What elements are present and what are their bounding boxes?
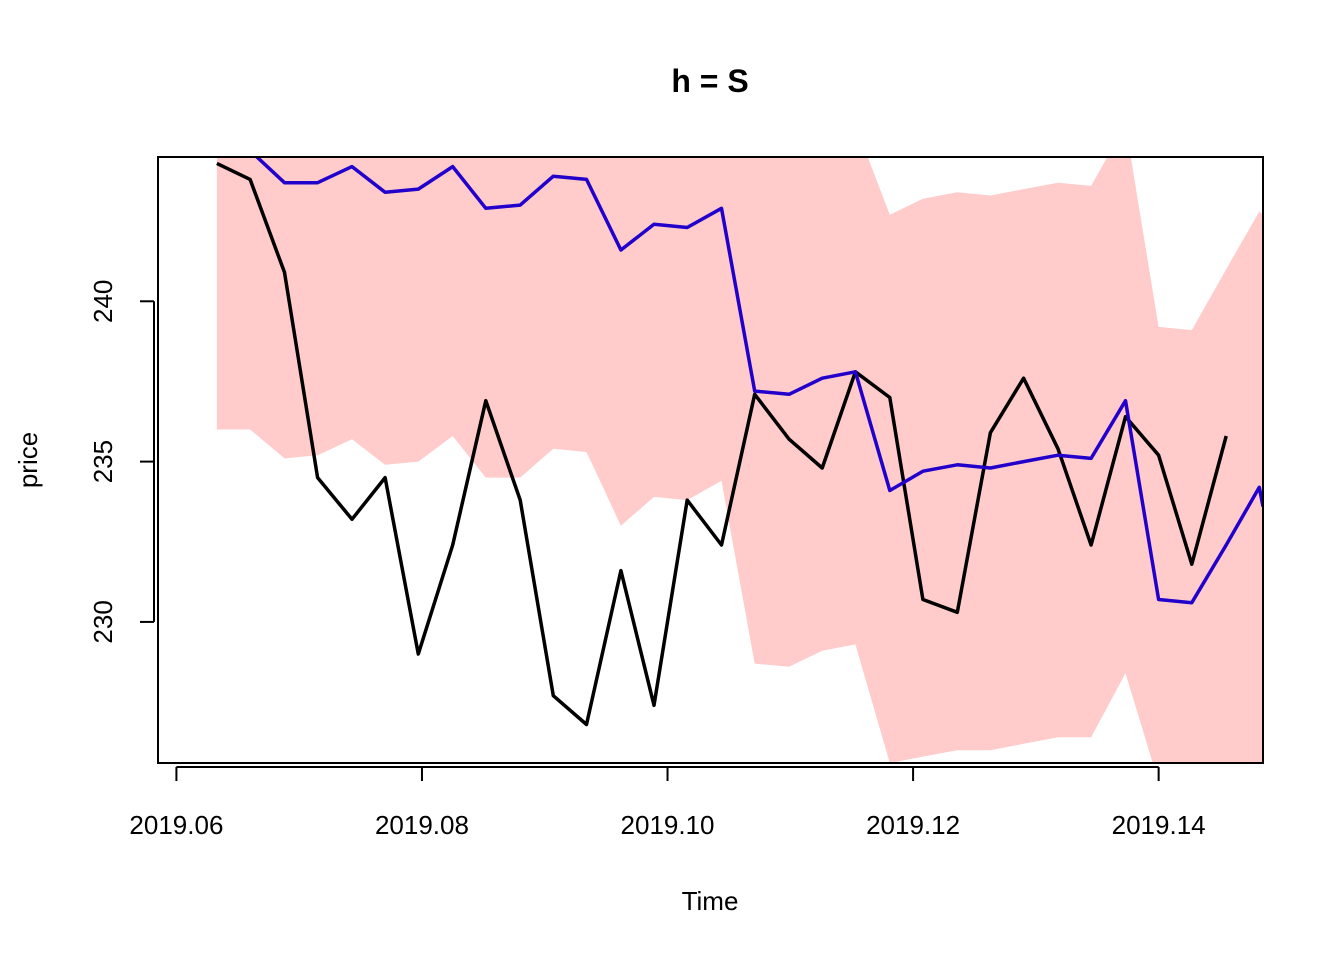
- y-tick-label: 235: [88, 440, 118, 483]
- x-tick-label: 2019.14: [1112, 810, 1206, 840]
- x-tick-label: 2019.08: [375, 810, 469, 840]
- x-tick-label: 2019.12: [866, 810, 960, 840]
- x-tick-label: 2019.10: [621, 810, 715, 840]
- chart-title: h = S: [671, 63, 748, 99]
- y-axis: 230 235 240: [88, 280, 155, 644]
- x-axis: 2019.06 2019.08 2019.10 2019.12 2019.14: [129, 766, 1206, 840]
- x-axis-label: Time: [682, 886, 739, 916]
- x-tick-label: 2019.06: [129, 810, 223, 840]
- y-axis-label: price: [13, 432, 43, 488]
- plot-frame: [157, 156, 1264, 764]
- actual-price-line: [216, 161, 1228, 727]
- fitted-price-line: [254, 157, 1263, 605]
- y-tick-label: 240: [88, 280, 118, 323]
- y-tick-label: 230: [88, 600, 118, 643]
